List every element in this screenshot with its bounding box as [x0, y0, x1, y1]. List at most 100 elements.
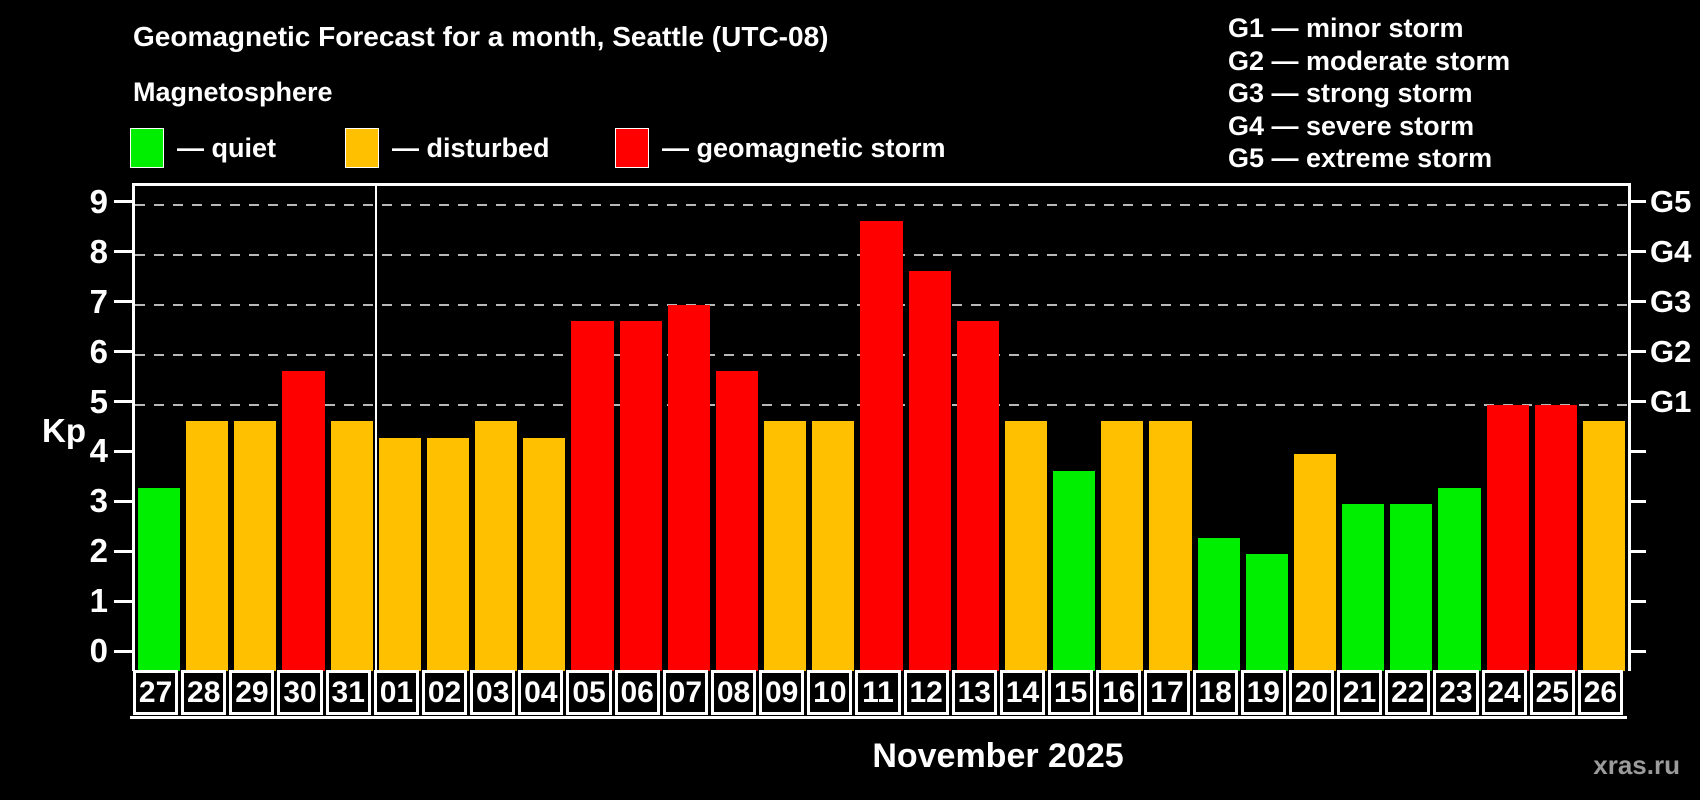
y-tick-right-6 — [1628, 350, 1646, 354]
g3-legend-line: G3 — strong storm — [1228, 78, 1473, 108]
day-label-31: 31 — [325, 670, 371, 715]
y-tick-right-2 — [1628, 549, 1646, 553]
y-tick-left-3 — [114, 499, 132, 503]
day-label-05: 05 — [566, 670, 612, 715]
kp-bar-day-29 — [234, 420, 277, 671]
y-tick-label-0: 0 — [89, 632, 108, 669]
kp-bar-day-10 — [812, 420, 855, 671]
y-tick-right-5 — [1628, 400, 1646, 403]
kp-bar-day-01 — [378, 437, 421, 671]
y-tick-label-2: 2 — [89, 532, 108, 570]
x-axis-bottom-rule — [130, 716, 1627, 719]
day-label-01: 01 — [373, 670, 419, 715]
kp-bar-day-28 — [186, 420, 229, 671]
day-label-09: 09 — [759, 670, 805, 715]
y-tick-left-1 — [114, 599, 132, 603]
kp-bar-day-17 — [1149, 420, 1192, 671]
kp-bar-day-20 — [1293, 454, 1337, 671]
kp-bar-day-04 — [523, 437, 566, 671]
kp9-gridline — [135, 203, 1628, 206]
y-tick-label-7: 7 — [89, 282, 108, 320]
kp-bar-day-06 — [619, 321, 662, 671]
storm-scale-legend: G1 — minor storm G2 — moderate storm G3 … — [1228, 12, 1510, 175]
kp-bar-day-24 — [1486, 404, 1529, 671]
day-label-23: 23 — [1433, 670, 1479, 715]
y-tick-left-0 — [114, 649, 132, 653]
day-label-07: 07 — [662, 670, 708, 715]
kp-bar-day-09 — [764, 420, 807, 671]
y-tick-left-9 — [114, 200, 132, 204]
kp-bar-day-27 — [138, 487, 181, 671]
y-tick-left-2 — [114, 549, 132, 553]
kp-bar-day-08 — [715, 371, 759, 671]
day-label-17: 17 — [1144, 670, 1190, 715]
y-tick-right-3 — [1628, 499, 1646, 503]
y-tick-label-5: 5 — [89, 382, 108, 420]
day-label-14: 14 — [999, 670, 1046, 715]
kp-bar-day-15 — [1053, 470, 1096, 671]
kp-bar-day-22 — [1390, 504, 1433, 671]
g2-legend-line: G2 — moderate storm — [1228, 45, 1511, 76]
y-tick-label-4: 4 — [89, 432, 108, 470]
y-tick-right-8 — [1628, 250, 1646, 254]
day-label-29: 29 — [229, 670, 275, 715]
y-tick-label-6: 6 — [89, 332, 108, 370]
g1-legend-line: G1 — minor storm — [1228, 13, 1464, 43]
y-tick-right-4 — [1628, 449, 1646, 453]
kp-bar-day-19 — [1245, 554, 1288, 671]
g5-legend-line: G5 — extreme storm — [1228, 143, 1493, 173]
kp-bar-day-30 — [282, 371, 325, 671]
kp-bar-day-23 — [1438, 487, 1481, 671]
day-label-30: 30 — [277, 670, 323, 715]
kp-bar-day-25 — [1534, 404, 1577, 671]
right-axis-label-g5: G5 — [1650, 183, 1692, 219]
y-tick-right-1 — [1628, 599, 1646, 603]
kp-bar-day-18 — [1197, 537, 1240, 671]
y-axis-label: Kp — [42, 412, 86, 449]
storm-legend-label: — geomagnetic storm — [662, 133, 946, 163]
day-label-25: 25 — [1529, 670, 1575, 715]
day-label-08: 08 — [710, 670, 757, 715]
kp-bar-day-03 — [475, 420, 518, 671]
right-axis-label-g4: G4 — [1650, 233, 1692, 269]
day-label-15: 15 — [1048, 670, 1094, 715]
day-label-27: 27 — [133, 670, 179, 715]
day-label-24: 24 — [1481, 670, 1527, 715]
day-label-11: 11 — [855, 670, 901, 715]
kp-bar-day-21 — [1342, 504, 1385, 671]
quiet-legend-swatch — [130, 128, 164, 168]
kp-bar-day-16 — [1101, 420, 1144, 671]
y-tick-right-7 — [1628, 300, 1646, 304]
right-axis-label-g1: G1 — [1650, 383, 1692, 419]
y-tick-label-3: 3 — [89, 482, 108, 520]
y-tick-label-9: 9 — [89, 182, 108, 220]
quiet-legend-label: — quiet — [177, 133, 276, 163]
y-tick-left-7 — [114, 300, 132, 304]
day-label-19: 19 — [1240, 670, 1286, 715]
y-tick-label-1: 1 — [89, 582, 108, 620]
storm-legend-swatch — [615, 128, 649, 168]
kp-bar-day-26 — [1582, 420, 1625, 671]
x-axis-title: November 2025 — [872, 737, 1124, 775]
kp-bar-day-13 — [956, 321, 999, 671]
disturbed-legend-swatch — [345, 128, 379, 168]
y-tick-label-8: 8 — [89, 232, 108, 270]
day-label-06: 06 — [614, 670, 660, 715]
day-label-22: 22 — [1385, 670, 1431, 715]
kp-bar-day-02 — [426, 437, 470, 671]
day-label-20: 20 — [1288, 670, 1335, 715]
day-label-03: 03 — [470, 670, 516, 715]
day-label-04: 04 — [518, 670, 564, 715]
g4-legend-line: G4 — severe storm — [1228, 110, 1475, 141]
day-label-13: 13 — [951, 670, 997, 715]
day-label-21: 21 — [1337, 670, 1383, 715]
magnetosphere-subtitle: Magnetosphere — [133, 77, 333, 107]
right-axis-label-g3: G3 — [1650, 283, 1692, 319]
day-label-18: 18 — [1192, 670, 1238, 715]
y-tick-right-0 — [1628, 649, 1646, 653]
day-label-12: 12 — [903, 670, 949, 715]
kp-bar-day-12 — [908, 271, 951, 671]
day-label-10: 10 — [807, 670, 853, 715]
plot-area — [132, 183, 1631, 671]
